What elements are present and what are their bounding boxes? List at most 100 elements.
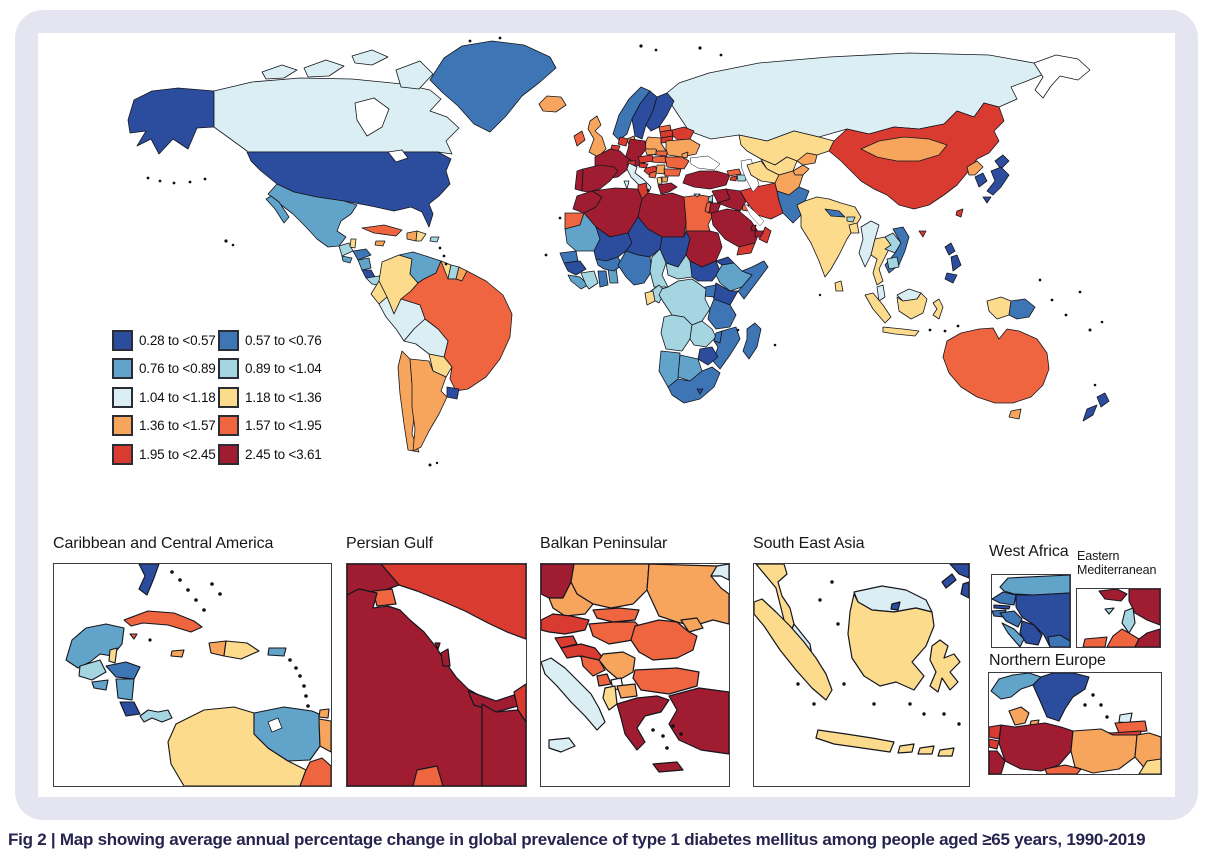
region-zimbabwe (697, 346, 719, 366)
region-pg-kuwait (372, 588, 397, 607)
region-bk-serbia (598, 651, 636, 681)
region-sri-lanka (834, 280, 844, 292)
legend-swatch (112, 443, 133, 465)
inset-title-balkan: Balkan Peninsular (540, 535, 668, 552)
region-netherlands (617, 136, 629, 147)
region-ne-denmark (1008, 706, 1030, 726)
region-wa-guinea-blob (1019, 620, 1043, 646)
region-saudi-arabia (710, 208, 760, 248)
island-specks (148, 570, 310, 708)
region-turkey (682, 170, 731, 190)
region-se-java (815, 729, 895, 753)
region-spain (581, 164, 619, 193)
sea-great-lakes (387, 149, 409, 163)
region-car-el-salvador (91, 679, 109, 691)
region-south-africa (667, 366, 721, 404)
sea-black-sea (689, 155, 721, 171)
region-ne-poland (1070, 728, 1138, 774)
region-wa-guinea-coast (999, 610, 1023, 628)
region-south-sudan (689, 260, 721, 282)
region-finland (645, 92, 675, 132)
region-ne-france (989, 750, 1006, 774)
region-jamaica (374, 240, 386, 247)
region-ireland (573, 130, 586, 147)
inset-northern-europe (988, 672, 1162, 775)
region-car-honduras (105, 661, 141, 680)
region-bk-sicily (548, 737, 576, 753)
island-specks (1083, 693, 1109, 719)
region-uruguay (446, 386, 460, 400)
region-bk-italy (541, 657, 606, 731)
region-north-korea (966, 160, 984, 176)
region-em-cyprus (1104, 607, 1115, 615)
region-ukraine (665, 138, 701, 158)
region-alaska (127, 87, 215, 155)
region-mongolia (860, 136, 948, 162)
region-em-lebanon-coast (1121, 607, 1136, 634)
sea-persian-gulf (743, 202, 765, 227)
region-bk-slovenia (554, 635, 578, 649)
region-se-sulawesi (929, 639, 961, 693)
region-ivory-coast (580, 270, 599, 290)
legend-label: 0.57 to <0.76 (245, 332, 322, 348)
sea-caspian (740, 158, 760, 193)
region-azerbaijan (736, 174, 748, 182)
region-car-puerto-rico (267, 647, 287, 657)
legend-item: 0.76 to <0.89 (112, 358, 218, 380)
region-mexico-baja (265, 195, 290, 224)
region-taiwan (955, 208, 964, 218)
legend-swatch (218, 415, 239, 437)
region-pg-saudi-arabia (347, 588, 483, 786)
region-se-kalimantan (847, 593, 935, 691)
region-bk-turkey (668, 687, 729, 755)
region-wa-senegal (992, 591, 1017, 606)
region-kalimantan (896, 292, 928, 320)
legend: 0.28 to <0.57 0.57 to <0.76 0.76 to <0.8… (112, 326, 342, 469)
legend-label: 1.18 to <1.36 (245, 389, 322, 405)
region-india (796, 196, 862, 278)
region-bulgaria (663, 168, 682, 177)
region-car-isle-of-youth (129, 633, 138, 640)
region-dominican-republic (415, 230, 427, 242)
region-nepal (824, 208, 846, 218)
region-car-belize (108, 647, 118, 664)
region-bhutan (846, 216, 856, 223)
region-yemen (736, 242, 756, 256)
region-wa-mali-burkina (1015, 592, 1070, 647)
region-pg-qatar (440, 648, 451, 667)
region-haiti (406, 230, 418, 242)
inset-west-africa (991, 574, 1071, 648)
region-se-lesser-sunda (897, 743, 915, 754)
inset-title-west-africa: West Africa (989, 543, 1069, 560)
region-ne-belgium (989, 738, 1000, 750)
region-burkina-faso (595, 256, 623, 272)
legend-item: 0.28 to <0.57 (112, 329, 218, 351)
region-se-thailand (755, 564, 795, 635)
region-car-jamaica (170, 649, 185, 658)
region-ne-czech (1044, 764, 1082, 774)
region-japan (986, 166, 1010, 196)
region-bk-macedonia (616, 683, 638, 699)
region-argentina (409, 358, 448, 452)
region-madagascar (742, 322, 762, 360)
inset-caribbean (53, 563, 332, 787)
region-new-zealand (1082, 404, 1098, 422)
region-wa-sierra-leone-liberia (1001, 622, 1025, 647)
legend-label: 1.36 to <1.57 (139, 418, 216, 434)
region-car-nicaragua (115, 678, 135, 701)
region-tasmania (1008, 408, 1022, 420)
region-philippines (944, 272, 958, 284)
region-car-panama (139, 709, 173, 723)
legend-item: 1.36 to <1.57 (112, 415, 218, 437)
region-bk-greece (616, 695, 670, 751)
region-lebanon (707, 194, 714, 203)
region-cyprus (693, 193, 701, 198)
legend-label: 1.04 to <1.18 (139, 389, 216, 405)
region-guinea (563, 260, 587, 276)
region-hainan (918, 230, 927, 238)
legend-label: 1.57 to <1.95 (245, 418, 322, 434)
inset-east-med (1076, 588, 1161, 648)
region-philippines (944, 242, 956, 256)
region-em-syria-iraq (1128, 589, 1160, 626)
